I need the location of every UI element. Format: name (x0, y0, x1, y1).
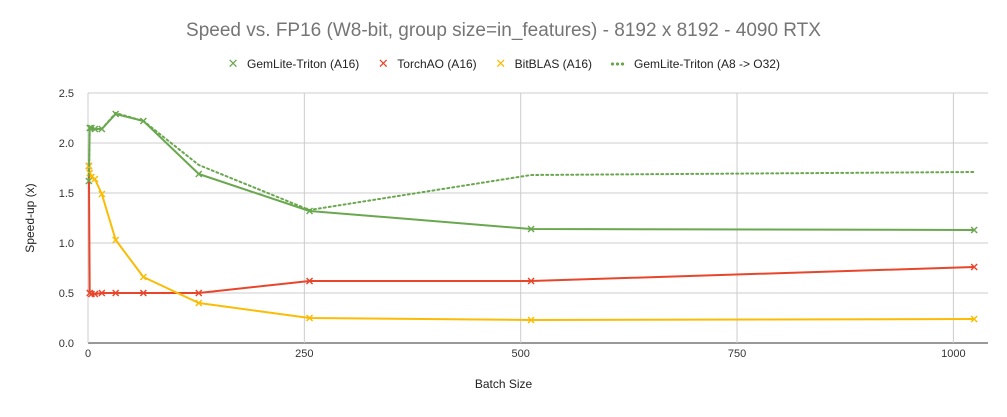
data-point-marker (139, 289, 147, 297)
data-point-marker (527, 316, 535, 324)
y-axis-label: Speed-up (x) (23, 183, 37, 253)
y-tick-label: 2.0 (59, 138, 74, 150)
data-point-marker (86, 169, 94, 177)
data-point-marker (527, 225, 535, 233)
gridlines (87, 92, 988, 344)
legend-label: GemLite-Triton (A16) (247, 57, 360, 71)
data-point-marker (86, 124, 94, 132)
data-point-marker (306, 314, 314, 322)
data-point-marker (112, 289, 120, 297)
data-point-marker (970, 315, 978, 323)
data-point-marker (98, 289, 106, 297)
data-point-marker (91, 175, 99, 183)
data-point-marker (527, 277, 535, 285)
x-tick-label: 750 (728, 348, 746, 360)
legend-label: GemLite-Triton (A8 -> O32) (634, 57, 780, 71)
x-tick-label: 0 (85, 348, 91, 360)
data-point-marker (306, 277, 314, 285)
data-point-marker (970, 263, 978, 271)
legend-item-torchao[interactable]: ✕ TorchAO (A16) (377, 56, 477, 71)
x-marker-icon: ✕ (377, 56, 389, 71)
data-point-marker (970, 226, 978, 234)
y-tick-label: 0.5 (59, 288, 74, 300)
x-marker-icon: ✕ (227, 56, 239, 71)
dotted-line-icon (610, 62, 627, 66)
data-point-marker (98, 190, 106, 198)
y-tick-label: 1.0 (59, 238, 74, 250)
legend-label: BitBLAS (A16) (514, 57, 593, 71)
chart-title: Speed vs. FP16 (W8-bit, group size=in_fe… (186, 20, 821, 41)
legend-item-bitblas[interactable]: ✕ BitBLAS (A16) (495, 57, 592, 71)
legend-label: TorchAO (A16) (397, 57, 477, 71)
legend: ✕ GemLite-Triton (A16) ✕ TorchAO (A16) ✕… (0, 57, 1007, 71)
y-tick-label: 0.0 (59, 338, 74, 350)
y-tick-label: 1.5 (59, 188, 74, 200)
x-tick-label: 500 (512, 348, 530, 360)
data-point-marker (91, 125, 99, 133)
legend-item-gemlite-a16[interactable]: ✕ GemLite-Triton (A16) (227, 56, 360, 71)
data-point-marker (195, 299, 203, 307)
data-point-marker (91, 290, 99, 298)
x-marker-icon: ✕ (495, 56, 507, 71)
data-point-marker (112, 236, 120, 244)
y-tick-label: 2.5 (59, 88, 74, 100)
data-point-marker (195, 170, 203, 178)
series-line-3 (87, 112, 976, 211)
x-tick-label: 1000 (941, 348, 965, 360)
x-tick-label: 250 (295, 348, 313, 360)
x-axis-label: Batch Size (474, 377, 533, 391)
series-lines (85, 110, 978, 324)
data-point-marker (139, 273, 147, 281)
tick-labels: 0.0 0.5 1.0 1.5 2.0 2.5 0 250 500 750 1000 (59, 88, 966, 360)
data-point-marker (195, 289, 203, 297)
legend-item-gemlite-a8[interactable]: GemLite-Triton (A8 -> O32) (610, 57, 780, 71)
